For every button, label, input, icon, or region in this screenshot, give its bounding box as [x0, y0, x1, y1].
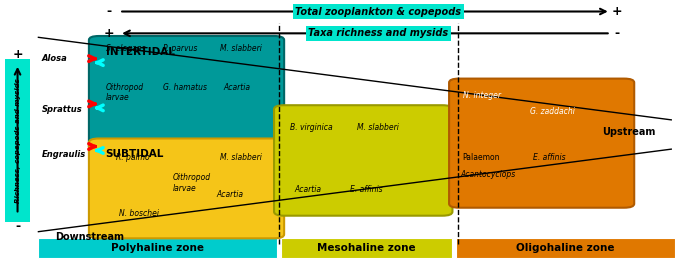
Text: M. slabberi: M. slabberi — [220, 44, 262, 53]
Text: Oithropod
larvae: Oithropod larvae — [105, 83, 144, 102]
Text: Acartia: Acartia — [294, 185, 321, 194]
Text: Richness, copepods and mysids: Richness, copepods and mysids — [15, 78, 20, 203]
Text: G. zaddachi: G. zaddachi — [530, 107, 575, 116]
Text: Alosa: Alosa — [42, 54, 68, 63]
Text: E. affinis: E. affinis — [533, 153, 566, 162]
Text: E. affinis: E. affinis — [350, 185, 383, 194]
Text: +: + — [12, 48, 23, 61]
Text: Engraulis: Engraulis — [42, 150, 86, 159]
Text: -: - — [615, 27, 620, 40]
Text: Polyhaline zone: Polyhaline zone — [112, 243, 204, 253]
Text: Taxa richness and mysids: Taxa richness and mysids — [308, 28, 448, 38]
Text: SUBTIDAL: SUBTIDAL — [105, 149, 164, 159]
Text: Mesohaline zone: Mesohaline zone — [317, 243, 416, 253]
Text: Palaemon: Palaemon — [462, 153, 500, 162]
Text: Total zooplankton & copepods: Total zooplankton & copepods — [295, 6, 462, 16]
Text: -: - — [107, 5, 112, 18]
Text: G. hamatus: G. hamatus — [163, 83, 207, 91]
Text: N. boschei: N. boschei — [119, 209, 160, 218]
Text: Downstream: Downstream — [55, 232, 124, 242]
Text: INTERTIDAL: INTERTIDAL — [105, 47, 174, 57]
Text: M. slabberi: M. slabberi — [220, 153, 262, 162]
Text: Acartia: Acartia — [217, 190, 244, 199]
Text: Oligohaline zone: Oligohaline zone — [516, 243, 614, 253]
Text: S. elegans: S. elegans — [105, 44, 145, 53]
Text: R. palmo: R. palmo — [116, 153, 149, 162]
Text: N. integer: N. integer — [462, 91, 500, 100]
Text: P. parvus: P. parvus — [163, 44, 197, 53]
Text: +: + — [104, 27, 114, 40]
Text: Acantocyclops: Acantocyclops — [460, 171, 516, 179]
Bar — [456, 238, 675, 258]
Text: -: - — [15, 220, 20, 233]
FancyBboxPatch shape — [89, 36, 284, 150]
Text: M. slabberi: M. slabberi — [357, 122, 399, 132]
Text: Sprattus: Sprattus — [42, 105, 82, 114]
FancyBboxPatch shape — [449, 79, 634, 208]
Text: B. virginica: B. virginica — [289, 122, 332, 132]
Text: +: + — [612, 5, 623, 18]
Text: Upstream: Upstream — [602, 127, 656, 137]
FancyBboxPatch shape — [89, 139, 284, 238]
Text: Acartia: Acartia — [224, 83, 251, 91]
Bar — [281, 238, 452, 258]
Bar — [5, 59, 30, 222]
Text: Oithropod
larvae: Oithropod larvae — [173, 173, 211, 193]
FancyBboxPatch shape — [274, 105, 452, 216]
Bar — [39, 238, 277, 258]
